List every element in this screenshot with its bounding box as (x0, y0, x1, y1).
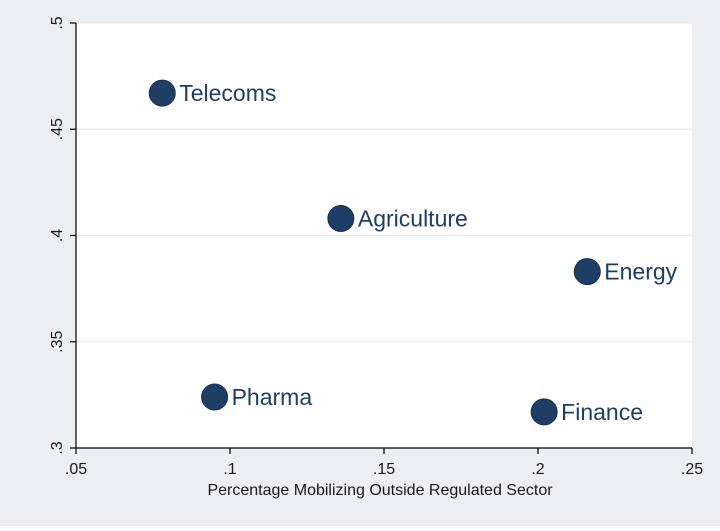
data-point-pharma (201, 383, 229, 411)
data-point-finance (530, 398, 558, 426)
data-label-telecoms: Telecoms (179, 80, 276, 106)
y-tick-label: .5 (49, 16, 66, 29)
gridlines (76, 22, 692, 343)
x-tick-label: .05 (65, 461, 87, 478)
data-point-energy (573, 258, 601, 286)
y-tick-label: .45 (49, 118, 66, 140)
data-label-agriculture: Agriculture (358, 206, 468, 232)
data-label-pharma: Pharma (232, 384, 313, 410)
x-tick-label: .1 (223, 461, 236, 478)
x-axis-label: Percentage Mobilizing Outside Regulated … (207, 482, 553, 499)
data-point-telecoms (148, 79, 176, 107)
data-label-finance: Finance (561, 399, 643, 425)
y-tick-label: .35 (49, 331, 66, 353)
y-tick-label: .3 (49, 441, 66, 454)
x-tick-label: .2 (531, 461, 544, 478)
data-label-energy: Energy (604, 259, 677, 285)
x-tick-label: .15 (373, 461, 395, 478)
data-point-agriculture (327, 205, 355, 232)
data-points: Telecoms Agriculture Energy Pharma Finance (148, 79, 678, 426)
x-tick-label: .25 (681, 461, 703, 478)
axis-ticks: .05 .1 .15 .2 .25 .3 .35 .4 .45 .5 (49, 16, 703, 478)
y-tick-label: .4 (49, 229, 66, 242)
